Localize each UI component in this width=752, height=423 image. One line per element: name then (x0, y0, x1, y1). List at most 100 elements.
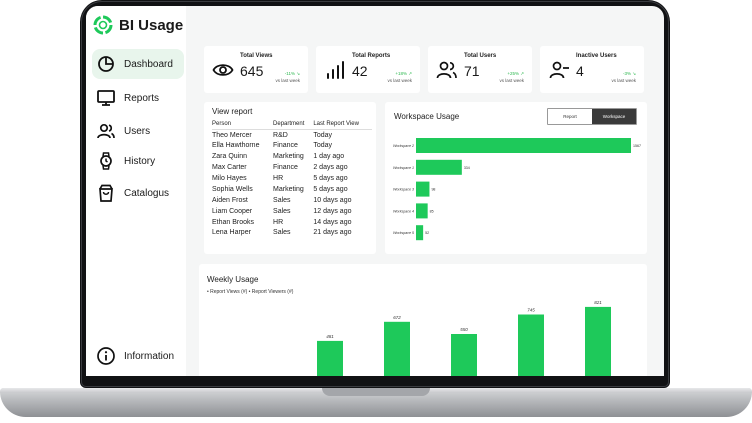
table-cell: Finance (273, 164, 298, 172)
pie-chart-icon (98, 56, 114, 72)
sidebar-item-reports[interactable]: Reports (92, 83, 184, 113)
bar (416, 225, 424, 241)
data-label: 550 (460, 327, 468, 332)
toggle-report-button[interactable]: Report (548, 109, 592, 124)
table-cell: HR (273, 218, 284, 226)
table-cell: 5 days ago (313, 175, 348, 182)
table-cell: HR (273, 175, 284, 182)
sidebar-item-dashboard[interactable]: Dashboard (92, 49, 184, 79)
kpi-subtext: vs last week (275, 78, 300, 83)
bar-chart-icon (327, 61, 344, 79)
column-header[interactable]: Department (273, 120, 314, 130)
sidebar-item-label: Dashboard (124, 58, 173, 70)
table-cell: 12 days ago (313, 207, 352, 215)
view-report-panel: View report Person Department Last Repor… (204, 102, 376, 254)
data-label: 672 (393, 315, 401, 320)
table-row[interactable]: Sophia Wells Marketing 5 days ago (212, 184, 372, 195)
table-cell: Aiden Frost (212, 196, 248, 204)
app-screen: BI Usage Dashboard Reports (86, 6, 664, 376)
bar (451, 334, 477, 376)
table-cell: Marketing (273, 185, 304, 193)
bar (384, 321, 410, 376)
table-cell: Finance (273, 142, 298, 150)
kpi-card-inactive-users: Inactive Users 4 -3% ↘ vs last week (540, 46, 644, 93)
eye-icon (212, 64, 234, 76)
table-cell: Theo Mercer (212, 131, 252, 139)
table-row[interactable]: Liam Cooper Sales 12 days ago (212, 206, 372, 217)
kpi-label: Total Views (240, 53, 273, 59)
users-icon (97, 123, 115, 139)
bar (416, 203, 428, 219)
bar (518, 314, 544, 376)
users-icon (436, 61, 457, 79)
laptop-notch (322, 388, 430, 396)
data-label: 334 (464, 166, 470, 170)
table-cell: Marketing (273, 153, 304, 161)
shopping-bag-icon (99, 184, 113, 202)
bar (317, 340, 343, 376)
table-cell: Ella Hawthorne (212, 142, 260, 150)
chart-legend: • Report Views (#) • Report Viewers (#) (207, 289, 294, 295)
table-cell: Zara Quinn (212, 153, 248, 161)
kpi-card-total-reports: Total Reports 42 +18% ↗ vs last week (316, 46, 420, 93)
data-label: 85 (430, 209, 434, 213)
table-cell: Sophia Wells (212, 185, 253, 193)
kpi-label: Total Reports (352, 53, 391, 59)
table-cell: Liam Cooper (212, 207, 253, 215)
app-title: BI Usage (119, 16, 184, 34)
table-row[interactable]: Ethan Brooks HR 14 days ago (212, 217, 372, 228)
bar (416, 138, 631, 153)
table-cell: Milo Hayes (212, 175, 247, 182)
table-cell: 2 days ago (313, 164, 348, 172)
sidebar-item-catalogus[interactable]: Catalogus (92, 178, 184, 208)
report-workspace-toggle: Report Workspace (547, 108, 637, 125)
kpi-value: 42 (352, 63, 368, 79)
sidebar-item-label: History (124, 155, 156, 167)
category-label: Workspace 1 (393, 166, 414, 170)
panel-title: View report (212, 107, 253, 116)
sidebar-item-information[interactable]: Information (92, 341, 184, 371)
table-cell: 14 days ago (313, 218, 352, 226)
table-row[interactable]: Zara Quinn Marketing 1 day ago (212, 151, 372, 162)
sidebar-item-history[interactable]: History (92, 146, 184, 176)
table-row[interactable]: Theo Mercer R&D Today (212, 130, 372, 141)
table-row[interactable]: Max Carter Finance 2 days ago (212, 162, 372, 173)
panel-title: Weekly Usage (207, 275, 259, 284)
table-cell: Ethan Brooks (212, 218, 255, 226)
kpi-card-total-views: Total Views 645 -11% ↘ vs last week (204, 46, 308, 93)
column-header[interactable]: Last Report View (313, 120, 372, 130)
table-cell: Sales (273, 229, 291, 237)
kpi-value: 4 (576, 63, 584, 79)
info-icon (97, 347, 115, 365)
table-row[interactable]: Lena Harper Sales 21 days ago (212, 228, 372, 239)
workspace-usage-chart: Workspace 2 1567 Workspace 1 334 Workspace 3… (393, 138, 641, 241)
sidebar-item-label: Reports (124, 92, 160, 104)
category-label: Workspace 5 (393, 231, 414, 235)
kpi-card-total-users: Total Users 71 +25% ↗ vs last week (428, 46, 532, 93)
panel-title: Workspace Usage (394, 112, 460, 121)
sidebar: BI Usage Dashboard Reports (86, 6, 186, 376)
bar (416, 181, 430, 197)
sidebar-item-label: Users (124, 125, 151, 137)
table-cell: Lena Harper (212, 229, 251, 237)
table-cell: 10 days ago (313, 196, 352, 204)
kpi-change: +25% ↗ (507, 71, 524, 76)
table-row[interactable]: Milo Hayes HR 5 days ago (212, 173, 372, 184)
brand: BI Usage (93, 15, 183, 35)
table-body: Theo Mercer R&D Today Ella Hawthorne Finance… (212, 130, 372, 239)
logo-icon (93, 15, 113, 35)
table-cell: Max Carter (212, 164, 247, 172)
kpi-value: 645 (240, 63, 264, 79)
table-row[interactable]: Aiden Frost Sales 10 days ago (212, 195, 372, 206)
category-label: Workspace 3 (393, 188, 414, 192)
kpi-subtext: vs last week (611, 78, 636, 83)
category-label: Workspace 4 (393, 209, 414, 213)
toggle-workspace-button[interactable]: Workspace (592, 109, 636, 124)
data-label: 52 (425, 231, 429, 235)
table-row[interactable]: Ella Hawthorne Finance Today (212, 140, 372, 151)
kpi-change: -11% ↘ (284, 71, 300, 76)
sidebar-item-users[interactable]: Users (92, 116, 184, 146)
column-header[interactable]: Person (212, 120, 274, 130)
table-cell: 5 days ago (313, 185, 348, 193)
